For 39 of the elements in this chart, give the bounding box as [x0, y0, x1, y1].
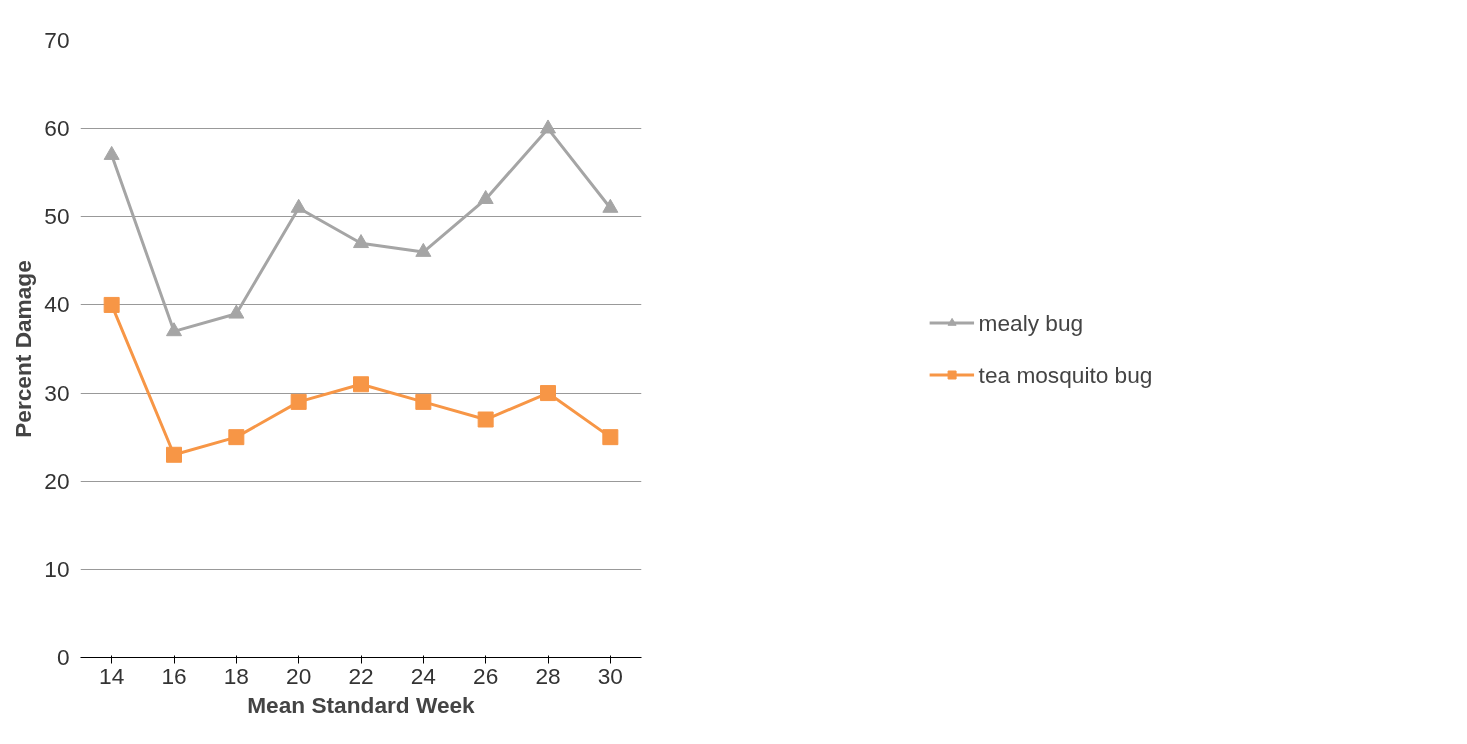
y-tick-label: 40	[44, 291, 70, 318]
point	[228, 429, 245, 446]
x-tick-label: 24	[410, 662, 436, 689]
point	[477, 190, 494, 204]
point	[540, 119, 556, 134]
point	[540, 385, 556, 402]
point	[602, 198, 619, 213]
x-axis-title: Mean Standard Week	[247, 691, 476, 718]
point	[103, 145, 120, 160]
y-tick-label: 10	[44, 555, 70, 582]
x-tick-label: 18	[223, 662, 249, 689]
point	[415, 242, 432, 257]
legend-label: tea mosquito bug	[978, 361, 1153, 388]
point	[103, 296, 120, 313]
x-tick-label: 30	[597, 662, 623, 689]
x-tick-label: 14	[99, 662, 125, 689]
x-tick-label: 16	[161, 662, 187, 689]
point	[290, 393, 307, 410]
x-tick-label: 28	[535, 662, 561, 689]
point	[166, 446, 182, 463]
point	[353, 376, 369, 393]
legend-label: mealy bug	[978, 309, 1084, 336]
point	[602, 429, 619, 446]
y-tick-label: 20	[44, 467, 70, 494]
point	[166, 322, 182, 337]
point	[290, 198, 307, 213]
y-tick-label: 70	[44, 27, 70, 53]
y-tick-label: 0	[56, 644, 70, 670]
x-tick-label: 20	[286, 662, 312, 689]
y-tick-label: 30	[44, 379, 70, 406]
y-tick-label: 50	[44, 203, 70, 230]
point	[477, 411, 494, 428]
point	[228, 304, 245, 319]
point	[353, 234, 369, 249]
y-axis-title: Percent Damage	[10, 260, 37, 438]
x-tick-label: 26	[473, 662, 499, 689]
y-tick-label: 60	[44, 115, 70, 142]
x-tick-label: 22	[348, 662, 374, 689]
point	[415, 393, 432, 410]
